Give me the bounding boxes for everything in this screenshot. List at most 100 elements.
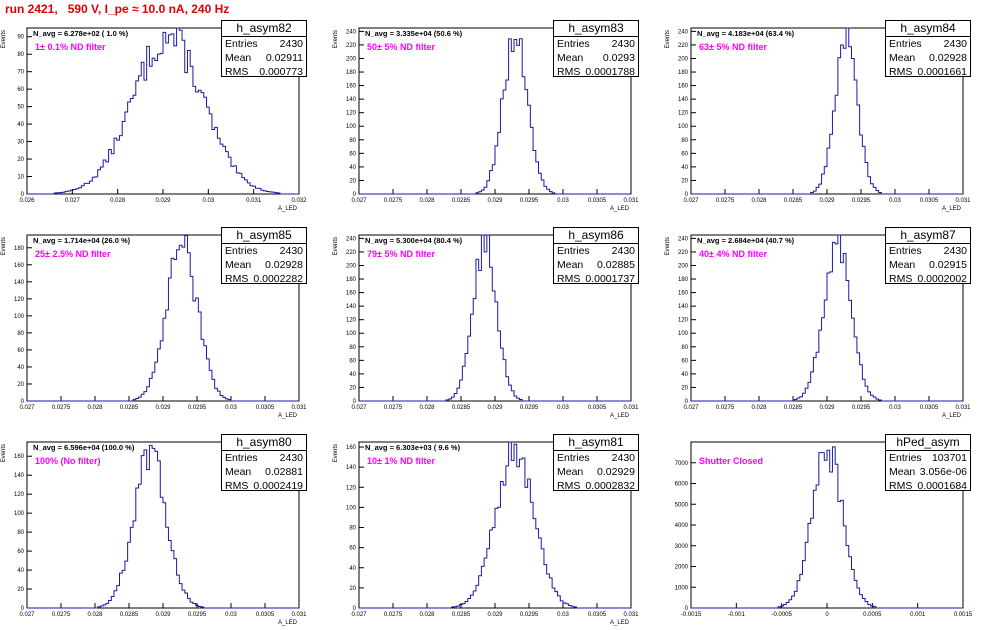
histogram-panel-hPed_asym: -0.0015 -0.001 -0.0005 0 0.0005 0.001 0.0015 0 1…	[664, 430, 973, 630]
x-tick-label: 0.027	[683, 405, 699, 411]
y-tick-label: 20	[17, 157, 24, 163]
x-tick-label: 0.0275	[384, 612, 403, 618]
histogram-series	[691, 446, 963, 609]
y-tick-label: 60	[17, 549, 24, 555]
x-tick-label: 0.032	[291, 198, 307, 204]
y-tick-label: 40	[349, 372, 356, 378]
y-tick-label: 120	[14, 492, 25, 498]
x-axis-label: A_LED	[610, 206, 630, 212]
y-tick-label: 160	[14, 454, 25, 460]
y-tick-label: 120	[346, 111, 357, 117]
stats-value: 2430	[279, 245, 303, 257]
y-tick-label: 20	[349, 586, 356, 592]
stats-label: Entries	[557, 245, 590, 257]
histogram-name: h_asym82	[222, 21, 306, 37]
y-tick-label: 180	[678, 70, 689, 76]
x-tick-label: 0.001	[910, 612, 926, 618]
x-tick-label: 0.0305	[920, 405, 939, 411]
stats-box: h_asym87 Entries 2430 Mean 0.02915 RMS 0.00020…	[885, 227, 971, 285]
stats-row-mean: Mean 0.02885	[554, 258, 638, 272]
navg-label: N_avg = 6.278e+02 ( 1.0 %)	[33, 29, 129, 38]
navg-label: N_avg = 6.303e+03 ( 9.6 %)	[365, 443, 461, 452]
x-tick-label: 0.0285	[784, 405, 803, 411]
y-tick-label: 0	[353, 606, 357, 612]
filter-label: 79± 5% ND filter	[367, 249, 435, 259]
x-tick-label: -0.0005	[771, 612, 792, 618]
stats-label: Mean	[225, 52, 252, 64]
y-tick-label: 100	[14, 314, 25, 320]
filter-label: 100% (No filter)	[35, 456, 101, 466]
histogram-name: h_asym87	[886, 228, 970, 244]
x-tick-label: 0.029	[487, 612, 503, 618]
stats-box: h_asym86 Entries 2430 Mean 0.02885 RMS 0.00017…	[553, 227, 639, 285]
y-tick-label: 160	[346, 291, 357, 297]
stats-row-rms: RMS 0.0001661	[886, 65, 970, 79]
y-axis-label: Events	[333, 444, 339, 462]
x-tick-label: 0.0275	[716, 405, 735, 411]
y-tick-label: 100	[678, 124, 689, 130]
histogram-panel-h_asym85: 0.027 0.0275 0.028 0.0285 0.029 0.0295 0.03 0.0…	[0, 223, 307, 423]
y-tick-label: 20	[681, 385, 688, 391]
stats-row-rms: RMS 0.0002419	[222, 479, 306, 493]
stats-value: 2430	[943, 38, 967, 50]
histogram-panel-h_asym82: 0.026 0.027 0.028 0.029 0.03 0.031 0.032 0 10 20 3…	[0, 16, 307, 216]
stats-label: Entries	[889, 245, 922, 257]
stats-box: hPed_asym Entries 103701 Mean 3.056e-06 RMS 0.…	[885, 434, 971, 492]
stats-row-entries: Entries 103701	[886, 451, 970, 465]
y-tick-label: 0	[685, 606, 689, 612]
x-tick-label: 0.0295	[188, 612, 207, 618]
x-tick-label: 0.031	[623, 612, 639, 618]
x-tick-label: 0.0295	[520, 198, 539, 204]
x-tick-label: 0.0295	[852, 198, 871, 204]
stats-value: 3.056e-06	[919, 466, 967, 478]
y-tick-label: 60	[17, 87, 24, 93]
stats-value: 2430	[611, 38, 635, 50]
histogram-name: h_asym86	[554, 228, 638, 244]
y-tick-label: 20	[349, 178, 356, 184]
x-axis-label: A_LED	[610, 413, 630, 419]
stats-row-mean: Mean 0.0293	[554, 51, 638, 65]
stats-label: Mean	[889, 52, 916, 64]
x-tick-label: 0.031	[623, 405, 639, 411]
stats-label: Mean	[889, 466, 916, 478]
y-tick-label: 3000	[675, 544, 689, 550]
x-tick-label: 0.03	[225, 405, 237, 411]
y-axis-label: Events	[1, 237, 7, 255]
x-tick-label: -0.001	[728, 612, 746, 618]
navg-label: N_avg = 3.335e+04 (50.6 %)	[365, 29, 463, 38]
x-tick-label: 0.0275	[384, 405, 403, 411]
stats-value: 2430	[943, 245, 967, 257]
stats-label: Mean	[889, 259, 916, 271]
histogram-series	[691, 27, 963, 195]
y-tick-label: 160	[346, 84, 357, 90]
x-tick-label: -0.0015	[681, 612, 702, 618]
x-axis-label: A_LED	[610, 620, 630, 626]
stats-value: 0.0002419	[253, 480, 303, 492]
stats-row-mean: Mean 0.02911	[222, 51, 306, 65]
navg-label: N_avg = 6.596e+04 (100.0 %)	[33, 443, 135, 452]
stats-row-rms: RMS 0.0001788	[554, 65, 638, 79]
navg-label: N_avg = 1.714e+04 (26.0 %)	[33, 236, 131, 245]
y-tick-label: 240	[678, 236, 689, 242]
y-tick-label: 120	[346, 485, 357, 491]
y-tick-label: 40	[17, 122, 24, 128]
y-tick-label: 140	[346, 304, 357, 310]
x-axis-label: A_LED	[278, 206, 298, 212]
y-tick-label: 160	[678, 84, 689, 90]
y-tick-label: 20	[17, 382, 24, 388]
y-tick-label: 100	[678, 331, 689, 337]
x-tick-label: 0.0305	[920, 198, 939, 204]
histogram-name: h_asym85	[222, 228, 306, 244]
y-tick-label: 0	[21, 606, 25, 612]
y-tick-label: 220	[346, 250, 357, 256]
y-tick-label: 220	[346, 43, 357, 49]
stats-value: 0.02928	[265, 259, 303, 271]
x-axis-label: A_LED	[942, 206, 962, 212]
y-tick-label: 0	[353, 192, 357, 198]
y-tick-label: 200	[346, 56, 357, 62]
y-tick-label: 60	[349, 151, 356, 157]
y-tick-label: 60	[349, 546, 356, 552]
x-tick-label: 0.0305	[588, 198, 607, 204]
stats-value: 2430	[611, 452, 635, 464]
x-tick-label: 0.027	[19, 612, 35, 618]
